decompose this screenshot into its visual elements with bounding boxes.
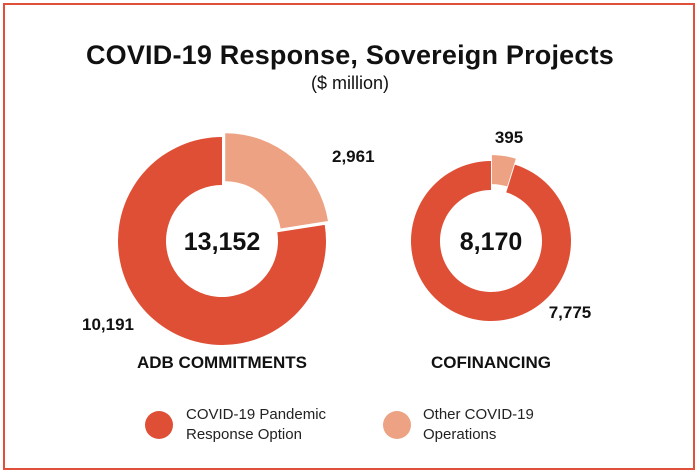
slice-cofinancing-other [491,155,516,187]
chart-subtitle: ($ million) [310,73,389,93]
legend-swatch-other [383,411,411,439]
chart-label-cofinancing: COFINANCING [431,353,551,372]
chart-frame [3,3,695,470]
value-label-cofinancing-pandemic: 7,775 [549,303,592,322]
donut-cofinancing: 8,170 395 7,775 COFINANCING [411,128,591,372]
legend-label-other-line1: Other COVID-19 [423,406,534,423]
legend-label-pandemic-line1: COVID-19 Pandemic [186,406,327,423]
donut-adb-commitments: 13,152 2,961 10,191 ADB COMMITMENTS [82,133,375,372]
legend-item-other: Other COVID-19 Operations [423,405,583,445]
legend-swatch-pandemic [145,411,173,439]
total-label-cofinancing: 8,170 [460,228,523,256]
total-label-adb: 13,152 [184,228,260,256]
slice-adb-other [225,133,328,229]
legend-item-pandemic: COVID-19 Pandemic Response Option [186,405,346,445]
value-label-cofinancing-other: 395 [495,128,523,147]
legend-label-other-line2: Operations [423,426,497,443]
slice-adb-pandemic [118,137,327,346]
slice-cofinancing-pandemic [411,161,572,322]
chart-label-adb-commitments: ADB COMMITMENTS [137,353,307,372]
legend-label-pandemic-line2: Response Option [186,426,302,443]
chart-title: COVID-19 Response, Sovereign Projects [85,40,615,70]
value-label-adb-pandemic: 10,191 [82,315,134,334]
value-label-adb-other: 2,961 [332,147,375,166]
